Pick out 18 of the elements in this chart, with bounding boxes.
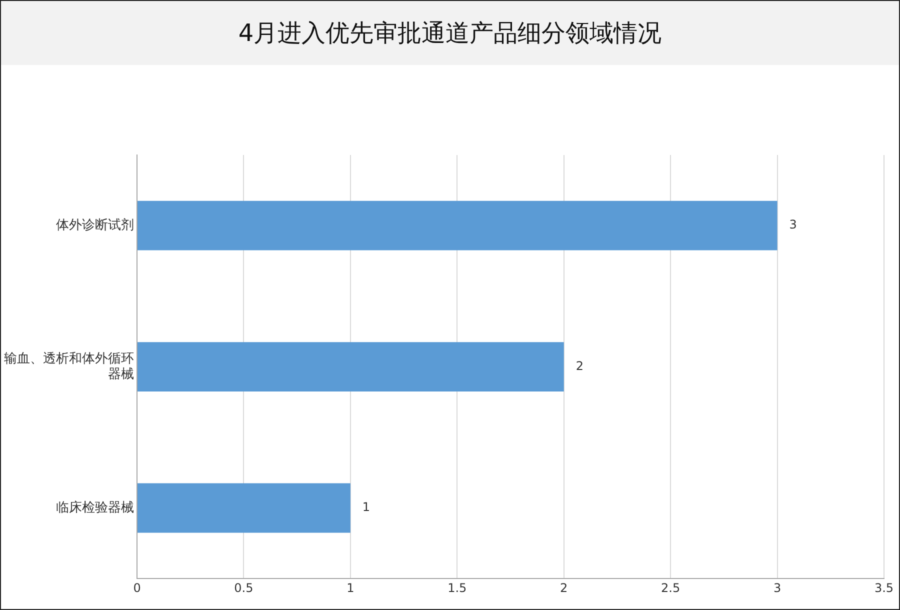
x-tick-label: 2 (560, 580, 568, 595)
y-tick-label: 体外诊断试剂 (56, 216, 134, 233)
chart-title: 4月进入优先审批通道产品细分领域情况 (1, 1, 899, 65)
data-label: 2 (576, 358, 584, 373)
data-label: 3 (789, 218, 797, 232)
x-tick-label: 0 (133, 580, 141, 595)
y-tick-label: 输血、透析和体外循环器械 (4, 351, 134, 382)
bar (138, 483, 350, 533)
x-tick-label: 0.5 (234, 580, 254, 595)
x-tick-label: 1.5 (448, 580, 467, 595)
y-tick-label: 临床检验器械 (56, 500, 134, 516)
data-label: 1 (362, 500, 370, 514)
x-tick-label: 3 (773, 580, 782, 595)
bar (138, 342, 564, 392)
x-tick-label: 1 (346, 580, 354, 595)
x-tick-label: 2.5 (661, 580, 680, 595)
bar (138, 200, 778, 250)
x-tick-label: 3.5 (874, 580, 894, 595)
